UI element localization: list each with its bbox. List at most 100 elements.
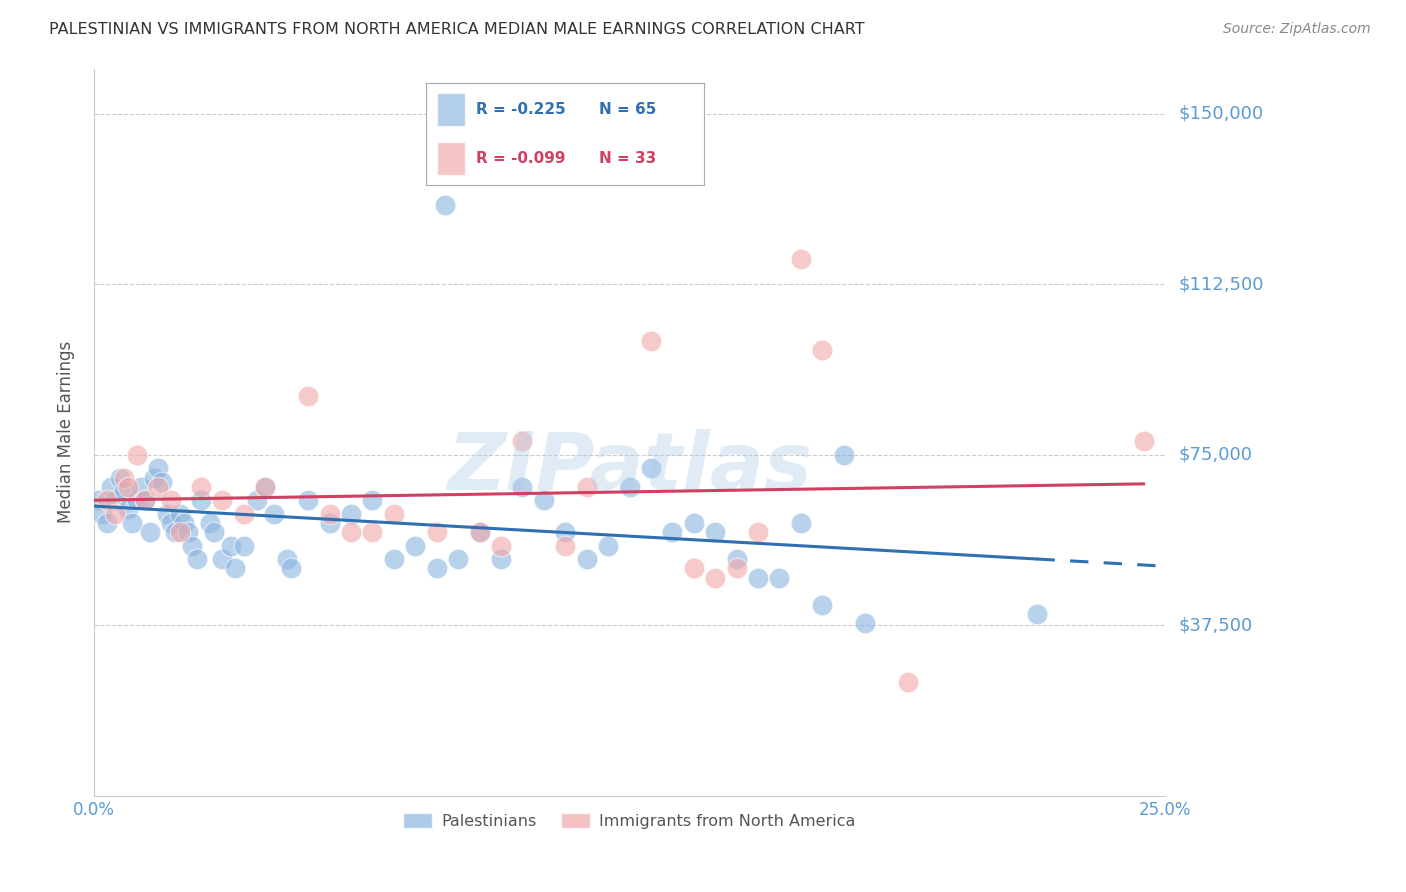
- Point: [554, 539, 576, 553]
- Point: [254, 480, 277, 494]
- Point: [87, 493, 110, 508]
- Point: [1025, 607, 1047, 621]
- Point: [747, 571, 769, 585]
- Point: [361, 525, 384, 540]
- Point: [853, 615, 876, 630]
- Point: [747, 525, 769, 540]
- Point: [160, 516, 183, 530]
- Point: [104, 493, 127, 508]
- Point: [382, 552, 405, 566]
- Point: [297, 493, 319, 508]
- Point: [156, 507, 179, 521]
- Point: [224, 561, 246, 575]
- Point: [897, 675, 920, 690]
- Point: [202, 525, 225, 540]
- Point: [468, 525, 491, 540]
- Text: $75,000: $75,000: [1180, 446, 1253, 464]
- Point: [489, 552, 512, 566]
- Point: [173, 516, 195, 530]
- Point: [512, 480, 534, 494]
- Point: [790, 516, 813, 530]
- Point: [152, 475, 174, 490]
- Point: [811, 343, 834, 358]
- Point: [134, 493, 156, 508]
- Text: $112,500: $112,500: [1180, 276, 1264, 293]
- Point: [96, 493, 118, 508]
- Point: [211, 493, 233, 508]
- Point: [554, 525, 576, 540]
- Point: [811, 598, 834, 612]
- Point: [790, 252, 813, 267]
- Point: [148, 480, 170, 494]
- Point: [704, 571, 727, 585]
- Point: [104, 507, 127, 521]
- Point: [832, 448, 855, 462]
- Text: Source: ZipAtlas.com: Source: ZipAtlas.com: [1223, 22, 1371, 37]
- Text: ZIPatlas: ZIPatlas: [447, 429, 813, 508]
- Point: [190, 480, 212, 494]
- Point: [489, 539, 512, 553]
- Point: [117, 502, 139, 516]
- Point: [125, 493, 148, 508]
- Point: [682, 561, 704, 575]
- Point: [263, 507, 285, 521]
- Point: [426, 561, 449, 575]
- Text: $37,500: $37,500: [1180, 616, 1253, 634]
- Point: [177, 525, 200, 540]
- Point: [148, 461, 170, 475]
- Point: [232, 507, 254, 521]
- Point: [169, 525, 191, 540]
- Point: [117, 480, 139, 494]
- Point: [219, 539, 242, 553]
- Point: [704, 525, 727, 540]
- Point: [160, 493, 183, 508]
- Point: [100, 480, 122, 494]
- Point: [434, 198, 457, 212]
- Point: [640, 334, 662, 349]
- Point: [382, 507, 405, 521]
- Point: [91, 507, 114, 521]
- Point: [533, 493, 555, 508]
- Point: [682, 516, 704, 530]
- Point: [112, 484, 135, 499]
- Point: [138, 525, 160, 540]
- Point: [129, 480, 152, 494]
- Point: [211, 552, 233, 566]
- Point: [198, 516, 221, 530]
- Point: [725, 552, 748, 566]
- Point: [318, 516, 340, 530]
- Point: [125, 448, 148, 462]
- Point: [404, 539, 426, 553]
- Point: [318, 507, 340, 521]
- Point: [596, 539, 619, 553]
- Point: [108, 470, 131, 484]
- Point: [619, 480, 641, 494]
- Point: [1132, 434, 1154, 449]
- Point: [512, 434, 534, 449]
- Point: [575, 552, 598, 566]
- Point: [297, 389, 319, 403]
- Point: [426, 525, 449, 540]
- Point: [186, 552, 208, 566]
- Y-axis label: Median Male Earnings: Median Male Earnings: [58, 341, 75, 524]
- Point: [165, 525, 187, 540]
- Text: $150,000: $150,000: [1180, 105, 1264, 123]
- Point: [575, 480, 598, 494]
- Point: [468, 525, 491, 540]
- Point: [340, 525, 363, 540]
- Point: [276, 552, 298, 566]
- Point: [112, 470, 135, 484]
- Point: [725, 561, 748, 575]
- Point: [447, 552, 470, 566]
- Point: [661, 525, 683, 540]
- Legend: Palestinians, Immigrants from North America: Palestinians, Immigrants from North Amer…: [396, 806, 862, 835]
- Point: [121, 516, 143, 530]
- Point: [246, 493, 269, 508]
- Point: [169, 507, 191, 521]
- Point: [361, 493, 384, 508]
- Point: [96, 516, 118, 530]
- Point: [232, 539, 254, 553]
- Point: [254, 480, 277, 494]
- Point: [340, 507, 363, 521]
- Point: [134, 493, 156, 508]
